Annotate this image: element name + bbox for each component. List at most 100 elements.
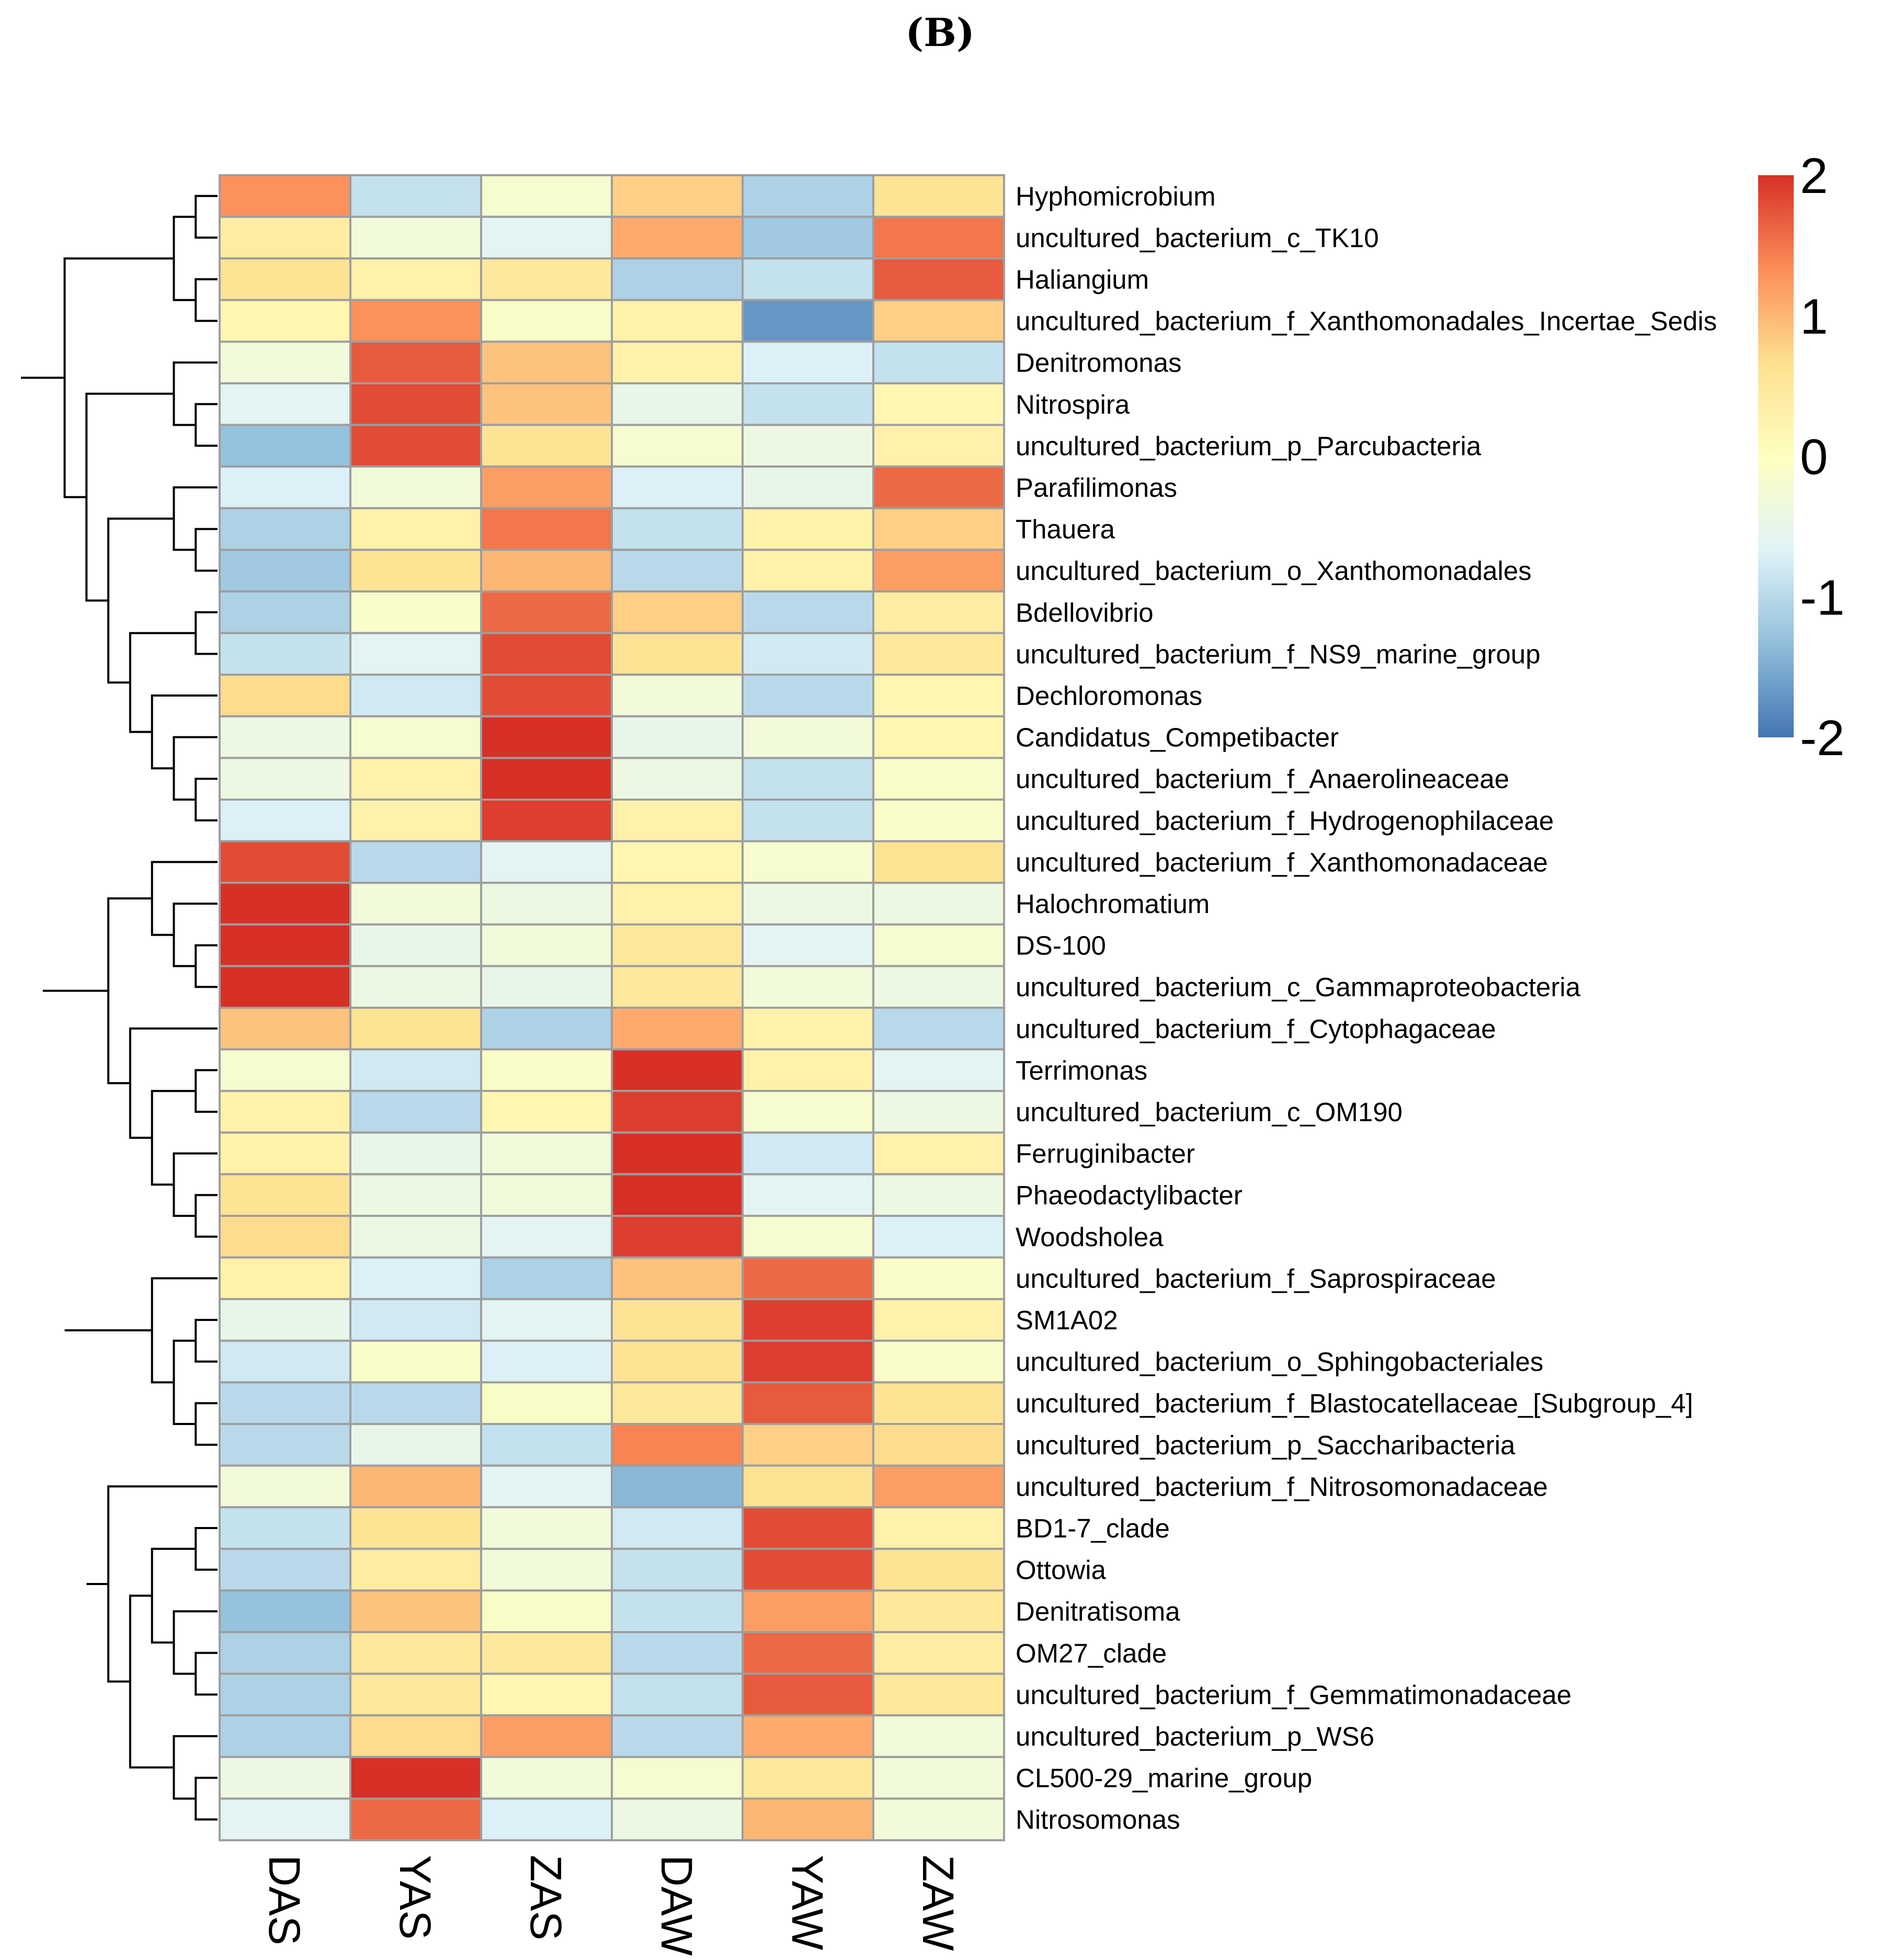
cell-uncultured-bacterium-f-ns9-marine-group-yas (349, 632, 482, 676)
cell-ottowia-zas (480, 1547, 613, 1592)
dendrogram-branch-1 (195, 278, 218, 322)
cell-uncultured-bacterium-f-xanthomonadales-incertae-sedis-daw (611, 299, 744, 343)
cell-bdellovibrio-das (219, 590, 351, 634)
cell-uncultured-bacterium-p-saccharibacteria-zaw (872, 1423, 1005, 1467)
legend-tick-neg1: -1 (1800, 569, 1844, 625)
dendrogram-branch-8 (195, 778, 218, 822)
cell-uncultured-bacterium-p-saccharibacteria-das (219, 1423, 351, 1467)
cell-denitromonas-yas (349, 340, 482, 385)
row-label-uncultured-bacterium-f-hydrogenophilaceae: uncultured_bacterium_f_Hydrogenophilacea… (1016, 806, 1554, 836)
cell-bd1-7-clade-daw (611, 1506, 744, 1550)
cell-nitrosomonas-zaw (872, 1797, 1005, 1841)
row-label-denitratisoma: Denitratisoma (1016, 1597, 1180, 1626)
cell-uncultured-bacterium-f-anaerolineaceae-zaw (872, 757, 1005, 801)
cell-bdellovibrio-yas (349, 590, 482, 634)
row-label-haliangium: Haliangium (1016, 265, 1149, 294)
cell-uncultured-bacterium-p-ws6-daw (611, 1714, 744, 1758)
cell-uncultured-bacterium-f-hydrogenophilaceae-das (219, 799, 351, 842)
heatmap-cells (219, 174, 1005, 1841)
row-label-denitromonas: Denitromonas (1016, 348, 1181, 378)
cell-sm1a02-zas (480, 1298, 613, 1342)
cell-ds-100-yas (349, 923, 482, 967)
cell-uncultured-bacterium-o-sphingobacteriales-yaw (742, 1339, 874, 1384)
cell-thauera-zas (480, 507, 613, 551)
cell-om27-clade-zaw (872, 1631, 1005, 1675)
cell-parafilimonas-zas (480, 465, 613, 509)
cell-sm1a02-daw (611, 1298, 744, 1342)
cell-haliangium-yas (349, 257, 482, 301)
cell-uncultured-bacterium-p-saccharibacteria-daw (611, 1423, 744, 1467)
cell-uncultured-bacterium-f-saprospiraceae-yaw (742, 1256, 874, 1301)
row-label-uncultured-bacterium-c-om190: uncultured_bacterium_c_OM190 (1016, 1097, 1403, 1127)
cell-ferruginibacter-zaw (872, 1131, 1005, 1176)
cell-uncultured-bacterium-f-blastocatellaceae-subgroup-4-yas (349, 1381, 482, 1425)
cell-uncultured-bacterium-f-blastocatellaceae-subgroup-4-zaw (872, 1381, 1005, 1425)
cell-uncultured-bacterium-f-hydrogenophilaceae-yas (349, 799, 482, 842)
cell-uncultured-bacterium-c-tk10-zas (480, 215, 613, 260)
cell-sm1a02-das (219, 1298, 351, 1342)
row-label-uncultured-bacterium-f-anaerolineaceae: uncultured_bacterium_f_Anaerolineaceae (1016, 764, 1509, 794)
dendrogram-branch-21 (151, 1090, 196, 1186)
legend-color-bar (1758, 175, 1794, 737)
cell-denitromonas-yaw (742, 340, 874, 385)
cell-thauera-yas (349, 507, 482, 551)
cell-terrimonas-yas (349, 1048, 482, 1092)
row-label-uncultured-bacterium-f-cytophagaceae: uncultured_bacterium_f_Cytophagaceae (1016, 1014, 1496, 1044)
cell-halochromatium-zaw (872, 882, 1005, 926)
row-label-uncultured-bacterium-f-gemmatimonadaceae: uncultured_bacterium_f_Gemmatimonadaceae (1016, 1680, 1571, 1710)
cell-candidatus-competibacter-daw (611, 715, 744, 759)
cell-uncultured-bacterium-f-xanthomonadaceae-das (219, 840, 351, 884)
cell-halochromatium-yaw (742, 882, 874, 926)
cell-om27-clade-daw (611, 1631, 744, 1675)
cell-nitrosomonas-das (219, 1797, 351, 1841)
dendrogram-branch-19 (195, 1194, 218, 1238)
dendrogram-branch-0 (195, 195, 218, 239)
cell-woodsholea-daw (611, 1215, 744, 1259)
cell-thauera-yaw (742, 507, 874, 551)
cell-uncultured-bacterium-o-sphingobacteriales-daw (611, 1339, 744, 1384)
dendrogram-branch-5 (195, 528, 218, 572)
cell-uncultured-bacterium-f-blastocatellaceae-subgroup-4-das (219, 1381, 351, 1425)
cell-woodsholea-yaw (742, 1215, 874, 1259)
row-label-woodsholea: Woodsholea (1016, 1222, 1164, 1252)
cell-woodsholea-das (219, 1215, 351, 1259)
cell-uncultured-bacterium-f-gemmatimonadaceae-daw (611, 1672, 744, 1717)
cell-sm1a02-zaw (872, 1298, 1005, 1342)
cell-uncultured-bacterium-f-ns9-marine-group-daw (611, 632, 744, 676)
cell-uncultured-bacterium-p-ws6-das (219, 1714, 351, 1758)
row-label-uncultured-bacterium-f-nitrosomonadaceae: uncultured_bacterium_f_Nitrosomonadaceae (1016, 1472, 1548, 1501)
cell-denitratisoma-zaw (872, 1589, 1005, 1633)
row-label-uncultured-bacterium-f-xanthomonadales-incertae-sedis: uncultured_bacterium_f_Xanthomonadales_I… (1016, 306, 1717, 336)
cell-uncultured-bacterium-o-xanthomonadales-das (219, 549, 351, 593)
cell-uncultured-bacterium-f-cytophagaceae-das (219, 1007, 351, 1051)
cell-dechloromonas-yas (349, 674, 482, 717)
cell-uncultured-bacterium-f-saprospiraceae-daw (611, 1256, 744, 1301)
row-label-om27-clade: OM27_clade (1016, 1638, 1167, 1668)
cell-thauera-zaw (872, 507, 1005, 551)
cell-uncultured-bacterium-f-xanthomonadales-incertae-sedis-das (219, 299, 351, 343)
cell-uncultured-bacterium-f-xanthomonadales-incertae-sedis-zaw (872, 299, 1005, 343)
cell-uncultured-bacterium-f-nitrosomonadaceae-daw (611, 1464, 744, 1509)
cell-uncultured-bacterium-o-sphingobacteriales-das (219, 1339, 351, 1384)
dendrogram-branch-26 (173, 1339, 196, 1425)
cell-uncultured-bacterium-c-gammaproteobacteria-yas (349, 965, 482, 1009)
cell-uncultured-bacterium-f-xanthomonadaceae-daw (611, 840, 744, 884)
dendrogram-branch-32 (195, 1776, 218, 1821)
cell-bd1-7-clade-zas (480, 1506, 613, 1550)
cell-bd1-7-clade-yas (349, 1506, 482, 1550)
panel-label: (B) (905, 10, 975, 55)
cell-nitrosomonas-yas (349, 1797, 482, 1841)
cell-phaeodactylibacter-zaw (872, 1173, 1005, 1217)
cell-uncultured-bacterium-p-parcubacteria-daw (611, 424, 744, 468)
cell-bdellovibrio-zas (480, 590, 613, 634)
row-label-uncultured-bacterium-p-ws6: uncultured_bacterium_p_WS6 (1016, 1722, 1374, 1751)
cell-haliangium-daw (611, 257, 744, 301)
cell-ottowia-yaw (742, 1547, 874, 1592)
cell-uncultured-bacterium-f-gemmatimonadaceae-zas (480, 1672, 613, 1717)
legend-tick-1: 1 (1800, 289, 1828, 345)
cell-ottowia-zaw (872, 1547, 1005, 1592)
cell-uncultured-bacterium-f-hydrogenophilaceae-zaw (872, 799, 1005, 842)
cell-sm1a02-yas (349, 1298, 482, 1342)
cell-cl500-29-marine-group-zaw (872, 1756, 1005, 1800)
row-label-ferruginibacter: Ferruginibacter (1016, 1139, 1195, 1169)
